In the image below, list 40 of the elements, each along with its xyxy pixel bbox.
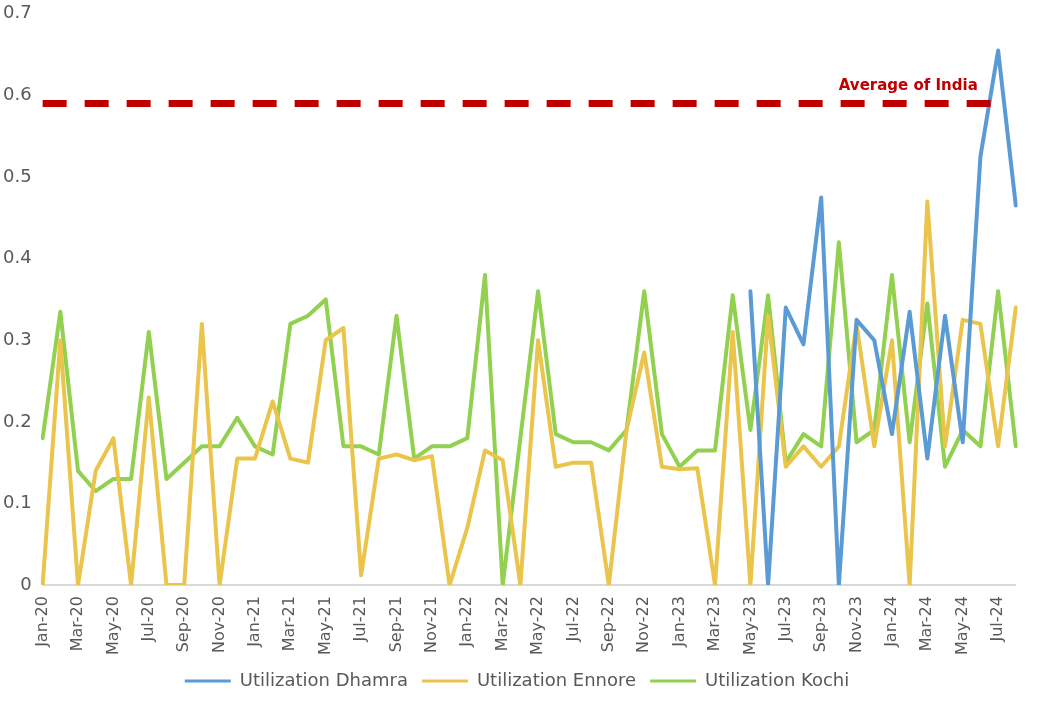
x-tick-label: Sep-22 — [597, 596, 617, 653]
x-tick-label: Jan-21 — [244, 596, 264, 648]
legend-label: Utilization Ennore — [476, 668, 637, 690]
y-tick-label: 0.6 — [2, 83, 32, 105]
legend-label: Utilization Dhamra — [239, 668, 408, 690]
x-tick-label: Nov-22 — [633, 596, 653, 654]
y-tick-label: 0.3 — [2, 327, 32, 349]
y-tick-label: 0.5 — [2, 164, 32, 186]
x-tick-label: Jan-24 — [881, 596, 901, 648]
y-tick-label: 0.7 — [2, 1, 32, 23]
x-tick-label: Mar-23 — [704, 596, 724, 652]
x-tick-label: Nov-21 — [421, 596, 441, 654]
x-tick-label: Nov-23 — [845, 596, 865, 654]
x-tick-label: Jul-20 — [137, 596, 157, 643]
y-tick-label: 0.1 — [2, 491, 32, 513]
x-tick-label: Mar-24 — [916, 596, 936, 652]
x-tick-label: Sep-23 — [810, 596, 830, 653]
x-tick-label: Jul-21 — [350, 596, 370, 643]
x-tick-label: Sep-20 — [173, 596, 193, 653]
x-tick-label: Sep-21 — [385, 596, 405, 653]
ref-line-label: Average of India — [838, 75, 978, 94]
x-tick-label: May-21 — [314, 596, 334, 656]
x-tick-label: Jul-24 — [987, 596, 1007, 643]
x-tick-label: Nov-20 — [208, 596, 228, 654]
y-tick-label: 0.4 — [2, 246, 32, 268]
x-tick-label: Jan-22 — [456, 596, 476, 648]
x-tick-label: May-23 — [739, 596, 759, 656]
x-tick-label: May-24 — [951, 596, 971, 656]
x-tick-label: Mar-21 — [279, 596, 299, 652]
y-tick-label: 0 — [20, 572, 32, 594]
x-tick-label: May-22 — [527, 596, 547, 656]
x-tick-label: Jan-23 — [668, 596, 688, 648]
x-tick-label: Jan-20 — [31, 596, 51, 648]
y-tick-label: 0.2 — [2, 409, 32, 431]
x-tick-label: Jul-22 — [562, 596, 582, 643]
x-tick-label: May-20 — [102, 596, 122, 656]
legend-label: Utilization Kochi — [705, 668, 850, 690]
x-tick-label: Mar-20 — [67, 596, 87, 652]
x-tick-label: Mar-22 — [491, 596, 511, 652]
x-tick-label: Jul-23 — [774, 596, 794, 643]
